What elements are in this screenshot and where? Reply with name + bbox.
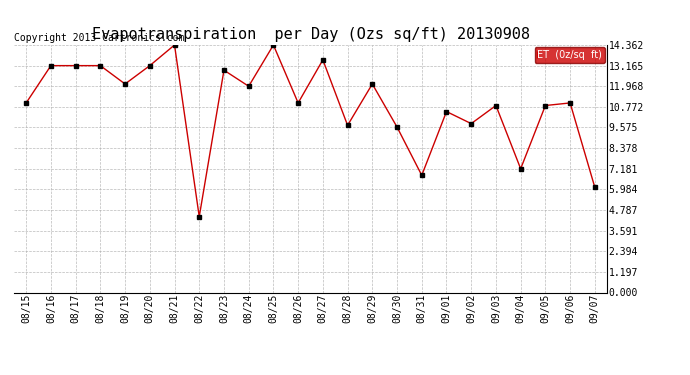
Text: Copyright 2013 Cartronics.com: Copyright 2013 Cartronics.com <box>14 33 184 42</box>
Legend: ET  (0z/sq  ft): ET (0z/sq ft) <box>535 47 605 63</box>
Title: Evapotranspiration  per Day (Ozs sq/ft) 20130908: Evapotranspiration per Day (Ozs sq/ft) 2… <box>92 27 529 42</box>
